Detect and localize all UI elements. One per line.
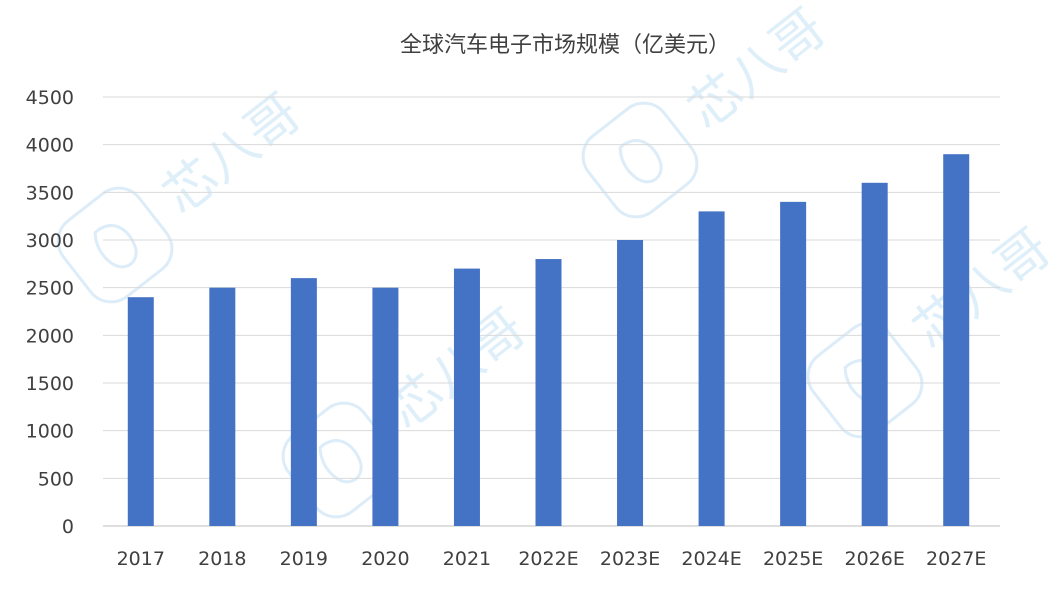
watermark-text: 芯八哥: [677, 0, 837, 141]
y-tick-label: 2000: [26, 325, 74, 347]
x-tick-label: 2020: [361, 548, 409, 570]
bar-2022E: [535, 259, 562, 526]
bar-2020: [372, 287, 399, 526]
x-tick-label: 2023E: [600, 548, 660, 570]
y-tick-label: 1500: [26, 373, 74, 395]
bars: [127, 154, 970, 527]
y-tick-label: 0: [62, 516, 74, 538]
bar-2027E: [943, 154, 970, 526]
bar-2017: [127, 297, 154, 526]
y-tick-label: 1000: [26, 421, 74, 443]
y-tick-label: 4500: [26, 87, 74, 109]
watermark-text: 芯八哥: [902, 218, 1048, 361]
x-tick-label: 2022E: [518, 548, 578, 570]
y-tick-label: 2500: [26, 278, 74, 300]
watermark-text: 芯八哥: [152, 83, 312, 226]
x-tick-label: 2027E: [926, 548, 986, 570]
parrot-logo-icon: [581, 101, 699, 219]
bar-2024E: [698, 211, 725, 526]
x-tick-label: 2026E: [845, 548, 905, 570]
bar-2019: [290, 278, 317, 526]
x-tick-label: 2019: [280, 548, 328, 570]
y-tick-label: 3000: [26, 230, 74, 252]
bar-2025E: [780, 201, 807, 526]
bar-2021: [453, 268, 480, 526]
y-tick-label: 3500: [26, 182, 74, 204]
watermark: 芯八哥: [56, 83, 312, 304]
x-axis-ticks: 2017 2018 2019 2020 2021 2022E 2023E 2024E 2025E…: [117, 548, 987, 570]
x-tick-label: 2021: [443, 548, 491, 570]
bar-2023E: [617, 240, 644, 526]
x-tick-label: 2018: [198, 548, 246, 570]
x-tick-label: 2017: [117, 548, 165, 570]
bar-2018: [209, 287, 236, 526]
parrot-logo-icon: [56, 186, 174, 304]
chart-title: 全球汽车电子市场规模（亿美元）: [400, 33, 730, 58]
y-tick-label: 500: [38, 468, 74, 490]
bar-2026E: [861, 182, 888, 527]
x-tick-label: 2025E: [763, 548, 823, 570]
x-tick-label: 2024E: [681, 548, 741, 570]
y-axis-ticks: 0 500 1000 1500 2000 2500 3000 3500 4000 4500: [26, 87, 74, 538]
y-tick-label: 4000: [26, 135, 74, 157]
